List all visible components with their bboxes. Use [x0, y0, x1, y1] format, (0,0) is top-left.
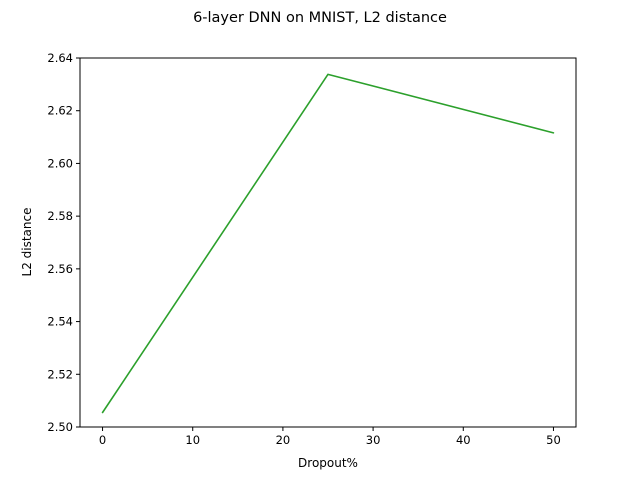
- y-tick-label: 2.52: [47, 367, 73, 381]
- y-tick-label: 2.60: [47, 156, 73, 170]
- y-tick-label: 2.50: [47, 420, 73, 434]
- x-tick-label: 50: [546, 433, 561, 447]
- x-axis-label: Dropout%: [298, 456, 358, 470]
- y-tick-label: 2.56: [47, 262, 73, 276]
- plot-area-frame: [79, 57, 577, 428]
- x-axis-ticks: 0 10 20 30 40 50: [99, 427, 561, 447]
- y-tick-label: 2.62: [47, 104, 73, 118]
- chart-title: 6-layer DNN on MNIST, L2 distance: [193, 10, 447, 26]
- x-tick-label: 20: [276, 433, 291, 447]
- y-tick-label: 2.64: [47, 51, 73, 65]
- x-tick-label: 40: [456, 433, 471, 447]
- y-axis-ticks: 2.50 2.52 2.54 2.56 2.58 2.60 2.62 2.64: [47, 51, 80, 434]
- y-axis-label: L2 distance: [20, 208, 34, 277]
- series-layer: [101, 73, 555, 414]
- y-tick-label: 2.58: [47, 209, 73, 223]
- series-line-0: [101, 73, 555, 414]
- y-tick-label: 2.54: [47, 315, 73, 329]
- x-tick-label: 0: [99, 433, 106, 447]
- x-tick-label: 10: [185, 433, 200, 447]
- x-tick-label: 30: [366, 433, 381, 447]
